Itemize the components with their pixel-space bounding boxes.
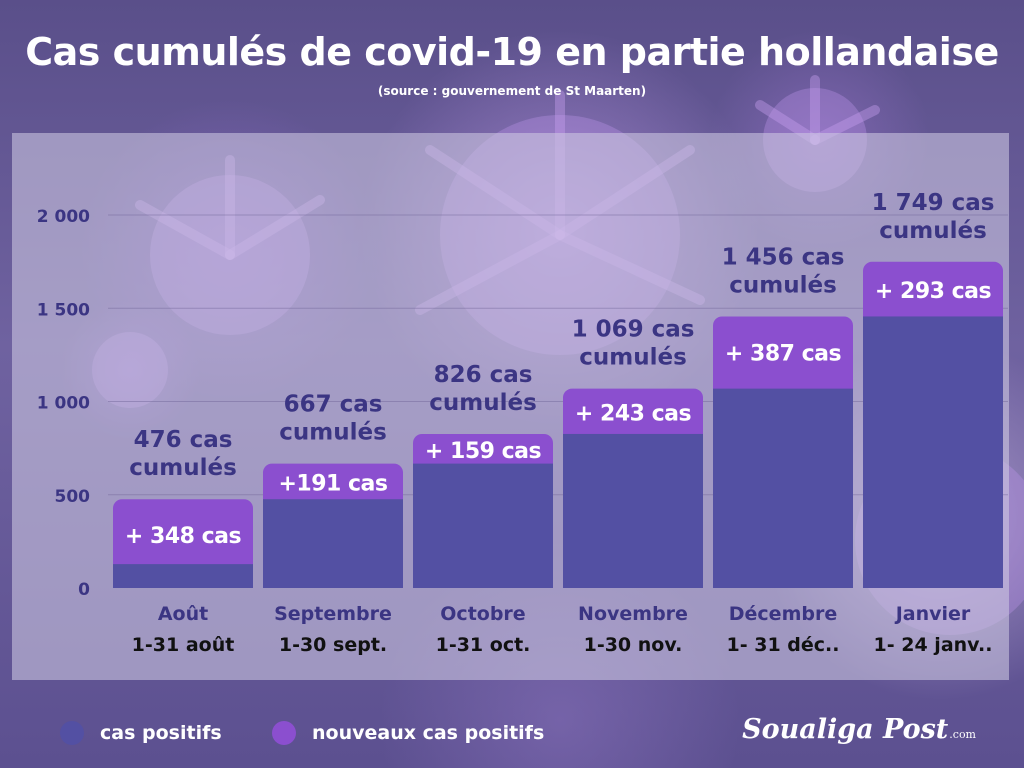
y-tick-label: 1 500 xyxy=(37,300,90,320)
page-subtitle: (source : gouvernement de St Maarten) xyxy=(377,84,647,98)
cumulative-caption-label: cumulés xyxy=(579,345,687,371)
cumulative-caption-label: cumulés xyxy=(429,390,537,416)
cumulative-caption-label: cumulés xyxy=(129,455,237,481)
x-tick-month-label: Septembre xyxy=(274,603,392,625)
cumulative-caption-label: cumulés xyxy=(879,218,987,244)
x-tick-month-label: Août xyxy=(158,603,208,625)
legend-item-cas-positifs: cas positifs xyxy=(60,718,222,748)
bar-positive-cases xyxy=(713,388,853,588)
legend-label-nouveaux-cas: nouveaux cas positifs xyxy=(312,722,545,744)
page-title: Cas cumulés de covid-19 en partie hollan… xyxy=(25,30,999,74)
x-tick-month-label: Novembre xyxy=(578,603,688,625)
legend-item-nouveaux-cas-positifs: nouveaux cas positifs xyxy=(272,718,544,748)
x-tick-period-label: 1-31 août xyxy=(132,634,235,656)
y-tick-label: 500 xyxy=(55,487,91,507)
cumulative-total-label: 1 069 cas xyxy=(572,317,695,343)
cumulative-caption-label: cumulés xyxy=(279,420,387,446)
y-tick-label: 2 000 xyxy=(37,207,90,227)
brand-name: Soualiga Post xyxy=(742,714,949,745)
bar-positive-cases xyxy=(263,499,403,588)
x-tick-period-label: 1- 31 déc.. xyxy=(727,634,840,656)
brand-domain: .com xyxy=(949,728,976,741)
x-tick-period-label: 1-30 nov. xyxy=(584,634,683,656)
x-tick-period-label: 1-30 sept. xyxy=(279,634,387,656)
cumulative-total-label: 1 456 cas xyxy=(722,244,845,270)
cumulative-total-label: 826 cas xyxy=(434,362,533,388)
x-tick-period-label: 1-31 oct. xyxy=(436,634,531,656)
new-cases-label: + 293 cas xyxy=(875,279,992,304)
brand-logo: Soualiga Post .com xyxy=(742,714,976,745)
legend-swatch-cas-positifs xyxy=(60,721,84,745)
bar-positive-cases xyxy=(563,433,703,588)
bar-positive-cases xyxy=(413,463,553,588)
new-cases-label: +191 cas xyxy=(279,471,388,496)
legend-label-cas-positifs: cas positifs xyxy=(100,722,222,744)
x-tick-period-label: 1- 24 janv.. xyxy=(874,634,993,656)
legend-swatch-nouveaux-cas xyxy=(272,721,296,745)
x-tick-month-label: Décembre xyxy=(729,603,837,625)
bar-positive-cases xyxy=(113,564,253,588)
new-cases-label: + 348 cas xyxy=(125,524,242,549)
x-tick-month-label: Octobre xyxy=(440,603,525,625)
y-tick-label: 0 xyxy=(78,580,90,600)
new-cases-label: + 243 cas xyxy=(575,401,692,426)
y-tick-label: 1 000 xyxy=(37,394,90,414)
x-tick-month-label: Janvier xyxy=(894,603,971,625)
cumulative-caption-label: cumulés xyxy=(729,272,837,298)
new-cases-label: + 159 cas xyxy=(425,439,542,464)
cumulative-total-label: 476 cas xyxy=(134,427,233,453)
new-cases-label: + 387 cas xyxy=(725,341,842,366)
cumulative-total-label: 667 cas xyxy=(284,392,383,418)
cumulative-total-label: 1 749 cas xyxy=(872,190,995,216)
bar-positive-cases xyxy=(863,316,1003,588)
